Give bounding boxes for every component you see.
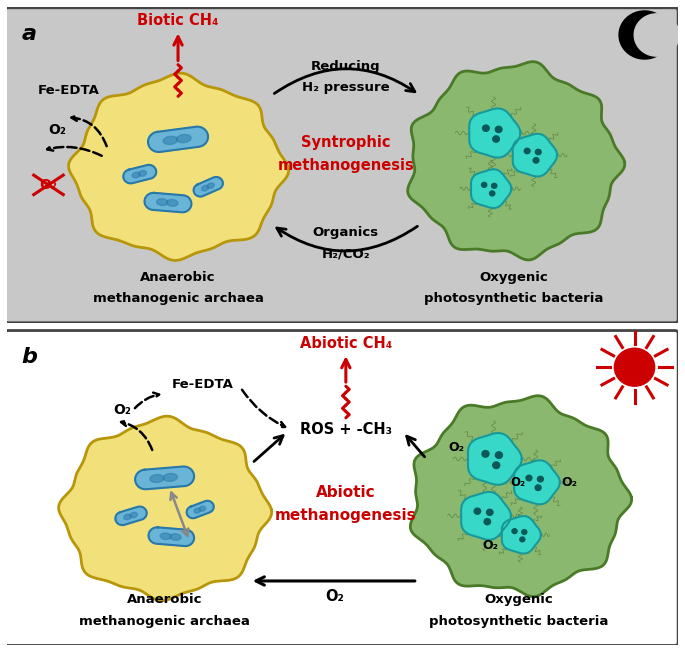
Polygon shape	[59, 416, 272, 600]
Circle shape	[536, 149, 541, 155]
Text: Organics: Organics	[313, 226, 379, 239]
Circle shape	[533, 158, 539, 163]
Circle shape	[493, 136, 499, 142]
Polygon shape	[150, 475, 164, 482]
Text: a: a	[22, 24, 36, 44]
Text: O₂: O₂	[48, 123, 66, 137]
Circle shape	[538, 477, 543, 482]
Text: Abiotic: Abiotic	[316, 485, 375, 500]
Text: b: b	[22, 347, 38, 367]
Text: Oxygenic: Oxygenic	[479, 271, 548, 284]
Polygon shape	[471, 170, 511, 208]
Polygon shape	[166, 200, 178, 206]
Polygon shape	[148, 126, 208, 152]
Text: O₂: O₂	[449, 441, 464, 454]
Circle shape	[493, 462, 500, 469]
Polygon shape	[170, 534, 181, 541]
Circle shape	[495, 126, 502, 132]
Polygon shape	[68, 73, 288, 260]
Polygon shape	[502, 516, 541, 554]
Polygon shape	[177, 134, 191, 143]
Text: H₂ pressure: H₂ pressure	[302, 81, 390, 94]
Polygon shape	[123, 165, 156, 183]
Text: O₂: O₂	[40, 178, 58, 192]
Polygon shape	[115, 507, 147, 525]
Text: Oxygenic: Oxygenic	[484, 593, 553, 606]
Polygon shape	[163, 473, 177, 481]
Text: Anaerobic: Anaerobic	[127, 593, 202, 606]
Polygon shape	[514, 460, 560, 504]
Text: H₂/CO₂: H₂/CO₂	[321, 248, 370, 261]
Polygon shape	[160, 533, 171, 540]
Circle shape	[526, 475, 532, 481]
Polygon shape	[199, 506, 205, 511]
Text: Fe-EDTA: Fe-EDTA	[172, 378, 234, 391]
Polygon shape	[201, 185, 209, 191]
Polygon shape	[149, 527, 194, 546]
Text: O₂: O₂	[114, 403, 132, 417]
Polygon shape	[468, 433, 522, 485]
Polygon shape	[512, 134, 557, 177]
Text: photosynthetic bacteria: photosynthetic bacteria	[424, 292, 603, 305]
Circle shape	[474, 508, 481, 514]
Polygon shape	[619, 11, 670, 59]
Text: O₂: O₂	[325, 589, 344, 604]
Text: O₂: O₂	[482, 539, 498, 552]
Polygon shape	[461, 492, 511, 540]
Circle shape	[512, 529, 517, 533]
Text: photosynthetic bacteria: photosynthetic bacteria	[429, 615, 608, 628]
Text: O₂: O₂	[511, 476, 526, 489]
FancyBboxPatch shape	[5, 8, 678, 323]
Text: methanogenesis: methanogenesis	[275, 509, 416, 524]
Text: Reducing: Reducing	[311, 60, 381, 73]
Circle shape	[482, 125, 489, 131]
Polygon shape	[135, 467, 194, 489]
Text: Fe-EDTA: Fe-EDTA	[38, 83, 99, 96]
Polygon shape	[130, 512, 138, 518]
Circle shape	[486, 509, 493, 515]
Text: methanogenic archaea: methanogenic archaea	[79, 615, 250, 628]
Polygon shape	[157, 199, 168, 205]
Text: methanogenic archaea: methanogenic archaea	[92, 292, 264, 305]
Polygon shape	[163, 136, 177, 145]
Text: Biotic CH₄: Biotic CH₄	[137, 13, 219, 28]
Polygon shape	[186, 501, 214, 518]
Text: methanogenesis: methanogenesis	[277, 158, 414, 173]
Circle shape	[614, 348, 655, 386]
Polygon shape	[194, 177, 223, 196]
Polygon shape	[469, 108, 521, 158]
Circle shape	[524, 148, 530, 154]
Polygon shape	[207, 183, 214, 188]
Circle shape	[490, 191, 495, 196]
Text: Syntrophic: Syntrophic	[301, 135, 390, 150]
Circle shape	[482, 451, 489, 457]
Text: Anaerobic: Anaerobic	[140, 271, 216, 284]
Polygon shape	[138, 171, 147, 176]
Text: O₂: O₂	[562, 476, 577, 489]
Polygon shape	[634, 14, 679, 56]
Polygon shape	[410, 396, 632, 597]
Circle shape	[495, 452, 502, 458]
Circle shape	[484, 518, 490, 525]
Circle shape	[520, 537, 525, 542]
Circle shape	[482, 183, 487, 187]
Text: ROS + -CH₃: ROS + -CH₃	[300, 422, 392, 437]
Text: Abiotic CH₄: Abiotic CH₄	[300, 336, 392, 351]
Polygon shape	[132, 172, 140, 178]
Polygon shape	[194, 508, 201, 513]
Circle shape	[492, 183, 497, 188]
Circle shape	[535, 485, 541, 490]
Polygon shape	[408, 62, 625, 260]
Polygon shape	[124, 514, 132, 520]
Circle shape	[522, 529, 527, 535]
Polygon shape	[145, 193, 191, 213]
FancyBboxPatch shape	[5, 331, 678, 645]
